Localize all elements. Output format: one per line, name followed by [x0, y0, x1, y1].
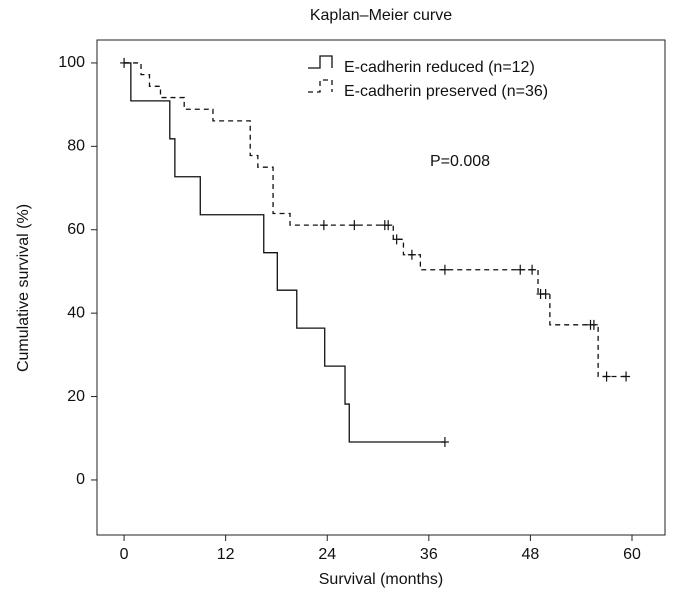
- x-tick-label: 60: [623, 546, 641, 563]
- legend-swatch: [308, 79, 333, 93]
- censor-mark: [440, 264, 449, 275]
- y-tick-label: 60: [67, 221, 85, 238]
- y-tick-label: 40: [67, 304, 85, 321]
- x-tick-label: 12: [217, 546, 235, 563]
- x-tick-label: 24: [318, 546, 336, 563]
- y-tick-label: 0: [76, 471, 85, 488]
- y-tick-label: 100: [58, 54, 85, 71]
- censor-mark: [589, 319, 598, 330]
- censor-mark: [622, 371, 631, 382]
- legend-label: E-cadherin reduced (n=12): [344, 59, 535, 76]
- censor-mark: [350, 220, 359, 231]
- y-tick-label: 20: [67, 388, 85, 405]
- censor-mark: [440, 437, 449, 448]
- x-tick-label: 36: [420, 546, 438, 563]
- annotation: P=0.008: [430, 153, 490, 170]
- censor-mark: [541, 288, 550, 299]
- legend-label: E-cadherin preserved (n=36): [344, 83, 548, 100]
- x-axis-label: Survival (months): [319, 571, 443, 588]
- censor-mark: [528, 264, 537, 275]
- x-tick-label: 48: [522, 546, 540, 563]
- x-tick-label: 0: [120, 546, 129, 563]
- y-tick-label: 80: [67, 138, 85, 155]
- censor-mark: [602, 371, 611, 382]
- censor-mark: [319, 220, 328, 231]
- censor-mark: [516, 264, 525, 275]
- censor-mark: [384, 220, 393, 231]
- survival-curve: [124, 62, 445, 443]
- plot-frame: [96, 39, 666, 536]
- survival-curve: [124, 62, 627, 378]
- legend-swatch: [308, 55, 333, 69]
- censor-mark: [407, 249, 416, 260]
- y-axis-label: Cumulative survival (%): [15, 204, 32, 372]
- censor-mark: [392, 234, 401, 245]
- chart-title: Kaplan–Meier curve: [310, 7, 452, 24]
